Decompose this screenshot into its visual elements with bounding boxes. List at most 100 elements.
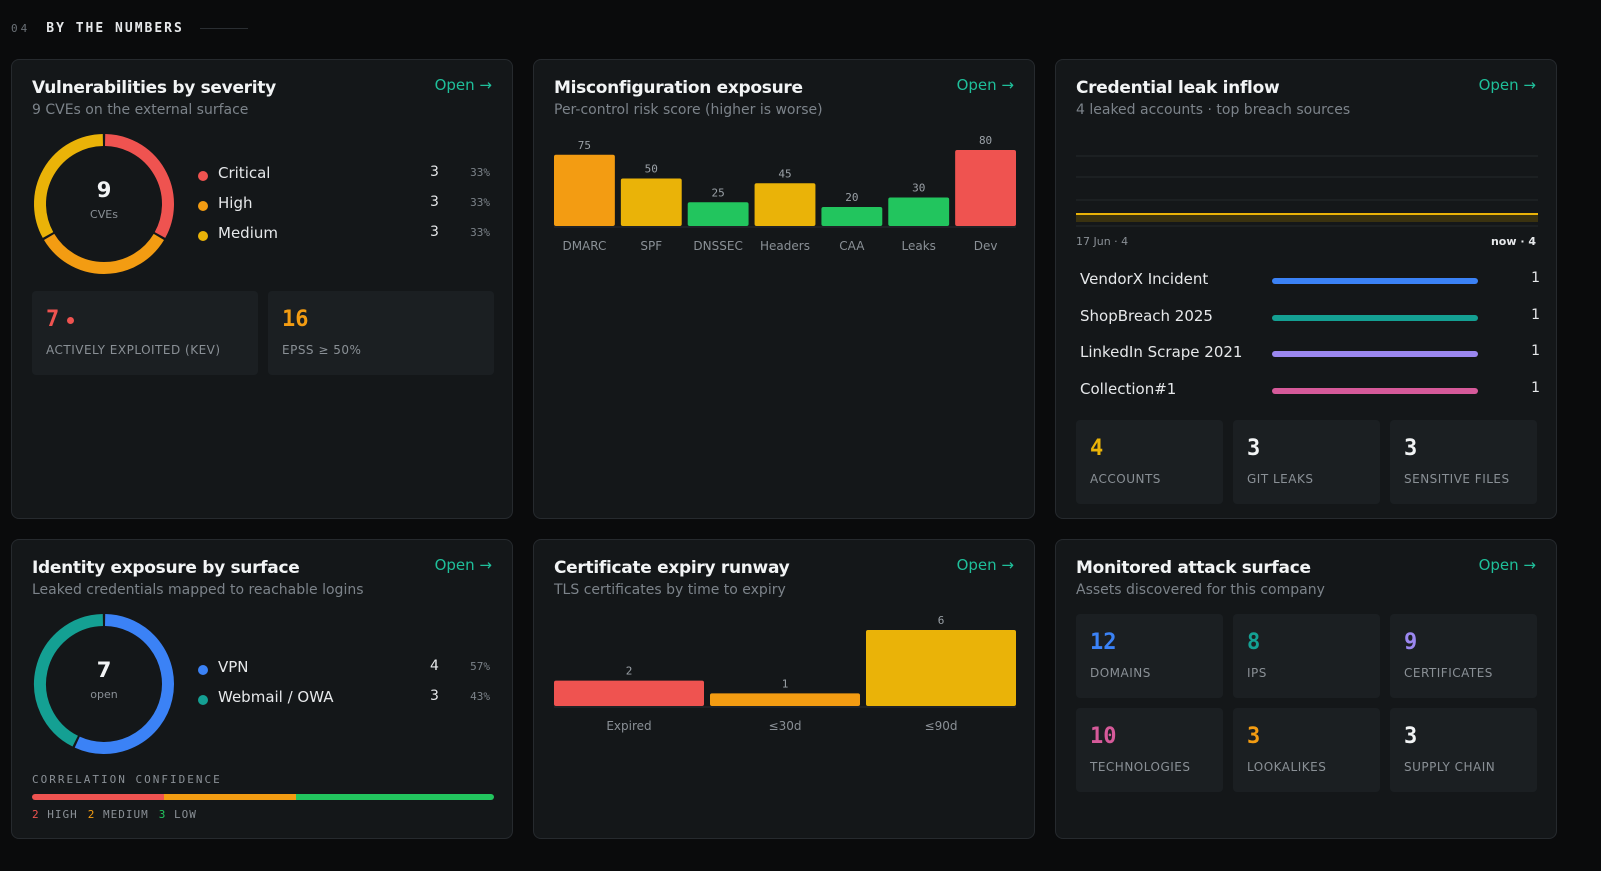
stat-label: IPS	[1247, 666, 1267, 680]
misconfig-bar	[955, 150, 1016, 226]
stat-label: TECHNOLOGIES	[1090, 760, 1191, 774]
epss-value: 16	[282, 307, 309, 332]
stat-tile: 10 TECHNOLOGIES	[1076, 708, 1223, 792]
legend-percent: 33%	[470, 226, 490, 239]
misconfig-category-label: Headers	[760, 239, 810, 253]
legend-dot-icon	[198, 171, 208, 181]
kev-dot-icon	[67, 316, 75, 324]
confidence-segment	[164, 794, 296, 800]
stat-label: DOMAINS	[1090, 666, 1151, 680]
stat-value: 3	[1404, 436, 1418, 461]
stat-tile: 12 DOMAINS	[1076, 614, 1223, 698]
leak-area	[1076, 214, 1538, 222]
breach-source-name: ShopBreach 2025	[1080, 306, 1213, 325]
misconfig-value-label: 45	[778, 167, 791, 180]
donut-total: 9	[96, 178, 112, 202]
open-link[interactable]: Open →	[1478, 76, 1536, 94]
card-subtitle: 4 leaked accounts · top breach sources	[1076, 102, 1351, 118]
misconfig-value-label: 20	[845, 191, 858, 204]
open-link[interactable]: Open →	[956, 76, 1014, 94]
stat-value: 3	[1404, 724, 1418, 749]
open-link[interactable]: Open →	[434, 556, 492, 574]
stat-label: GIT LEAKS	[1247, 472, 1314, 486]
legend-count: 3	[430, 688, 439, 704]
confidence-segment	[296, 794, 494, 800]
stat-tile: 3 SENSITIVE FILES	[1390, 420, 1537, 504]
identity-donut-chart	[34, 614, 174, 754]
misconfig-bar-chart: 75 DMARC 50 SPF 25 DNSSEC 45 Headers 20 CAA 30 Leak…	[554, 134, 1016, 253]
stat-tile: 8 IPS	[1233, 614, 1380, 698]
misconfig-value-label: 80	[979, 134, 992, 147]
open-link[interactable]: Open →	[434, 76, 492, 94]
leak-axis-end: now · 4	[1490, 235, 1536, 248]
legend-count: 3	[430, 224, 439, 240]
breach-source-count: 1	[1531, 270, 1540, 286]
stat-value: 10	[1090, 724, 1117, 749]
legend-label: VPN	[218, 658, 249, 676]
leak-axis-start: 17 Jun · 4	[1076, 235, 1129, 248]
donut-total-label: CVEs	[90, 208, 118, 221]
open-link[interactable]: Open →	[1478, 556, 1536, 574]
breach-source-row: LinkedIn Scrape 2021 1	[1080, 343, 1540, 367]
card-subtitle: Per-control risk score (higher is worse)	[554, 102, 823, 118]
breach-source-count: 1	[1531, 343, 1540, 359]
misconfig-value-label: 30	[912, 182, 925, 195]
severity-donut-chart	[34, 134, 174, 274]
misconfig-category-label: DNSSEC	[693, 239, 742, 253]
legend-row: Medium 3 33%	[198, 224, 490, 254]
breach-source-count: 1	[1531, 306, 1540, 323]
kev-label: ACTIVELY EXPLOITED (KEV)	[46, 343, 221, 357]
misconfig-value-label: 75	[578, 139, 591, 152]
stat-tile: 3 LOOKALIKES	[1233, 708, 1380, 792]
legend-row: High 3 33%	[198, 194, 490, 224]
legend-count: 4	[430, 658, 439, 674]
attack-surface-card: Monitored attack surface Assets discover…	[1055, 539, 1557, 839]
legend-label: Critical	[218, 164, 271, 182]
cert-bar	[710, 693, 860, 706]
card-subtitle: Assets discovered for this company	[1076, 582, 1325, 598]
misconfig-bar	[754, 183, 816, 226]
stat-value: 9	[1404, 630, 1418, 655]
cert-bar	[866, 630, 1016, 706]
legend-percent: 33%	[470, 196, 490, 209]
breach-source-name: LinkedIn Scrape 2021	[1080, 343, 1243, 361]
cert-value-label: 2	[626, 665, 633, 678]
kev-value: 7	[46, 307, 75, 332]
misconfig-value-label: 50	[645, 163, 658, 176]
legend-label: High	[218, 194, 253, 212]
identity-exposure-card: Identity exposure by surface Leaked cred…	[11, 539, 513, 839]
breach-source-count: 1	[1531, 379, 1540, 396]
stat-value: 3	[1247, 724, 1261, 749]
open-link[interactable]: Open →	[956, 556, 1014, 574]
legend-count: 3	[430, 164, 439, 180]
breach-source-row: Collection#1 1	[1080, 380, 1540, 404]
cert-value-label: 6	[938, 614, 945, 627]
cert-value-label: 1	[782, 677, 789, 690]
confidence-legend: 2 HIGH 2 MEDIUM 3 LOW	[32, 808, 207, 821]
confidence-legend-item: 2 MEDIUM	[87, 808, 149, 821]
breach-source-name: Collection#1	[1080, 379, 1177, 398]
stat-value: 12	[1090, 630, 1117, 655]
legend-percent: 33%	[470, 166, 490, 179]
donut-segment-high	[44, 233, 164, 274]
legend-dot-icon	[198, 665, 208, 675]
legend-count: 3	[430, 194, 439, 210]
breach-source-bar	[1272, 351, 1478, 357]
section-divider	[199, 28, 248, 29]
cert-bar	[554, 680, 704, 706]
misconfig-value-label: 25	[712, 186, 725, 199]
misconfig-category-label: DMARC	[562, 239, 606, 253]
donut-segment-vpn	[74, 614, 174, 754]
stat-value: 8	[1247, 630, 1261, 655]
legend-label: Medium	[218, 224, 278, 242]
stat-value: 3	[1247, 436, 1261, 461]
cert-expiry-bar-chart: 2 Expired 1 ≤30d 6 ≤90d	[554, 614, 1016, 733]
cert-category-label: ≤30d	[769, 719, 802, 733]
misconfig-category-label: Dev	[974, 239, 998, 253]
donut-center: 7 open	[32, 658, 176, 701]
stat-label: SUPPLY CHAIN	[1404, 760, 1496, 774]
breach-source-bar	[1272, 278, 1478, 284]
kev-stat: 7 ACTIVELY EXPLOITED (KEV)	[32, 291, 258, 375]
certificate-expiry-card: Certificate expiry runway TLS certificat…	[533, 539, 1035, 839]
stat-value: 4	[1090, 436, 1104, 461]
